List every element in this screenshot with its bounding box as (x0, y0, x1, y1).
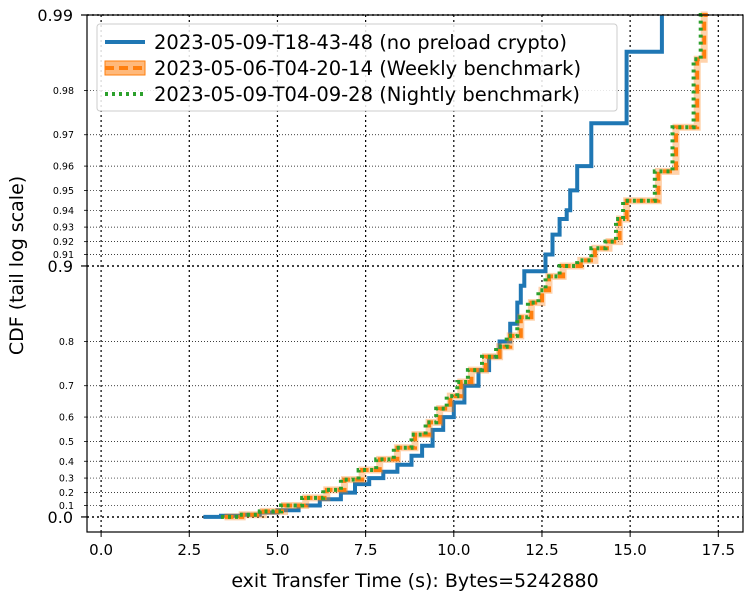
x-tick-label: 15.0 (613, 541, 646, 559)
x-tick-label: 17.5 (702, 541, 735, 559)
y-minor-tick-label: 0.98 (53, 86, 74, 97)
y-major-tick-label: 0.0 (48, 508, 73, 527)
y-minor-tick-label: 0.5 (59, 437, 74, 448)
y-minor-tick-label: 0.8 (59, 337, 74, 348)
x-tick-label: 0.0 (89, 541, 113, 559)
axes-frame (86, 14, 744, 533)
series-line-2 (224, 13, 708, 519)
x-tick-label: 12.5 (525, 541, 558, 559)
y-minor-tick-label: 0.6 (59, 413, 74, 424)
x-tick-label: 10.0 (437, 541, 470, 559)
legend-label-3: 2023-05-09-T04-09-28 (Nightly benchmark) (154, 83, 580, 106)
x-tick-label: 5.0 (266, 541, 290, 559)
y-minor-tick-label: 0.3 (59, 474, 74, 485)
y-minor-tick-label: 0.2 (59, 488, 74, 499)
legend-box (96, 23, 618, 112)
ticks-layer: 0.0 2.5 5.0 7.5 10.0 12.5 15.0 17.5 0.1 0.2 0.3 0.4… (37, 6, 735, 559)
x-tick-label: 2.5 (177, 541, 201, 559)
y-minor-tick-label: 0.7 (59, 381, 74, 392)
y-minor-tick-label: 0.97 (53, 130, 74, 141)
y-minor-tick-label: 0.91 (53, 250, 74, 261)
y-minor-tick-label: 0.94 (53, 206, 74, 217)
y-minor-tick-label: 0.92 (53, 237, 74, 248)
series-line-1 (203, 15, 664, 519)
y-minor-tick-label: 0.4 (59, 457, 74, 468)
legend-label-2: 2023-05-06-T04-20-14 (Weekly benchmark) (154, 57, 581, 80)
y-axis-title: CDF (tail log scale) (6, 176, 28, 355)
x-tick-label: 7.5 (354, 541, 378, 559)
y-major-tick-label: 0.99 (37, 6, 73, 25)
y-major-tick-label: 0.9 (48, 257, 73, 276)
y-minor-tick-label: 0.93 (53, 223, 74, 234)
y-minor-tick-label: 0.1 (59, 501, 74, 512)
x-axis-title: exit Transfer Time (s): Bytes=5242880 (231, 570, 598, 592)
y-minor-tick-label: 0.96 (53, 162, 74, 173)
legend-label-1: 2023-05-09-T18-43-48 (no preload crypto) (154, 31, 567, 54)
y-minor-tick-label: 0.95 (53, 186, 74, 197)
series-layer (203, 11, 708, 521)
series-line-3 (221, 13, 705, 519)
legend: 2023-05-09-T18-43-48 (no preload crypto)… (96, 23, 618, 112)
